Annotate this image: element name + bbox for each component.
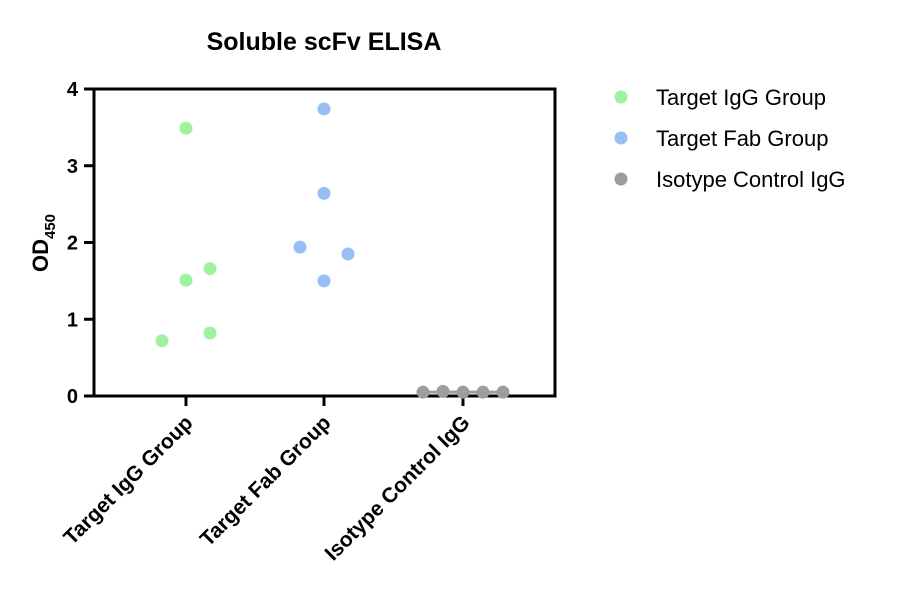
legend: Target IgG Group Target Fab Group Isotype … [614,85,846,192]
y-axis: 0 1 2 3 4 [67,79,94,408]
legend-marker [614,90,628,104]
data-point [203,262,217,276]
chart-title: Soluble scFv ELISA [207,28,442,56]
data-point [476,385,490,399]
data-point [317,186,331,200]
data-point [203,326,217,340]
data-points [155,102,510,399]
plot-frame [92,87,557,398]
data-point [436,384,450,398]
x-tick-label: Target IgG Group [59,411,197,549]
x-tick-label: Isotype Control IgG [320,411,474,565]
legend-marker [614,172,628,186]
data-point [496,385,510,399]
y-tick-label: 0 [67,386,78,408]
legend-label: Isotype Control IgG [656,167,846,192]
data-point [341,247,355,261]
data-point [456,385,470,399]
y-tick-label: 1 [67,309,78,331]
legend-label: Target Fab Group [656,126,828,151]
y-tick-label: 3 [67,156,78,178]
data-point [179,121,193,135]
y-tick-label: 4 [67,79,79,101]
x-tick-label: Target Fab Group [196,411,336,551]
data-point [317,102,331,116]
y-axis-label-subscript: 450 [42,214,59,239]
legend-marker [614,131,628,145]
data-point [416,385,430,399]
y-axis-label-main: OD [28,239,53,272]
svg-text:OD450: OD450 [28,214,59,272]
y-tick-label: 2 [67,233,78,255]
data-point [293,240,307,254]
data-point [155,334,169,348]
data-point [317,274,331,288]
legend-label: Target IgG Group [656,85,826,110]
y-axis-label: OD450 [28,214,59,272]
data-point [179,273,193,287]
